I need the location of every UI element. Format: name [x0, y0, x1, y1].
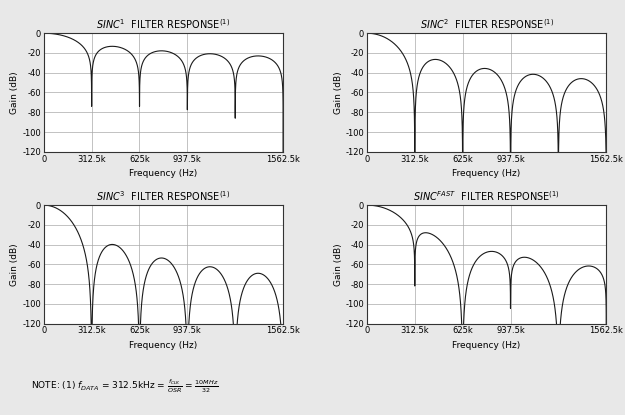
Title: $SINC^{FAST}$  FILTER RESPONSE$^{(1)}$: $SINC^{FAST}$ FILTER RESPONSE$^{(1)}$: [413, 189, 560, 203]
Title: $SINC^{1}$  FILTER RESPONSE$^{(1)}$: $SINC^{1}$ FILTER RESPONSE$^{(1)}$: [96, 17, 231, 31]
Y-axis label: Gain (dB): Gain (dB): [334, 71, 342, 114]
Y-axis label: Gain (dB): Gain (dB): [11, 71, 19, 114]
Y-axis label: Gain (dB): Gain (dB): [334, 243, 342, 286]
Title: $SINC^{2}$  FILTER RESPONSE$^{(1)}$: $SINC^{2}$ FILTER RESPONSE$^{(1)}$: [419, 17, 554, 31]
Text: NOTE: (1) $f_{DATA}$ = 312.5kHz = $\frac{f_{CLK}}{OSR}$ = $\frac{10MHz}{32}$: NOTE: (1) $f_{DATA}$ = 312.5kHz = $\frac…: [31, 378, 219, 395]
X-axis label: Frequency (Hz): Frequency (Hz): [452, 341, 521, 350]
X-axis label: Frequency (Hz): Frequency (Hz): [452, 169, 521, 178]
Y-axis label: Gain (dB): Gain (dB): [11, 243, 19, 286]
X-axis label: Frequency (Hz): Frequency (Hz): [129, 341, 198, 350]
X-axis label: Frequency (Hz): Frequency (Hz): [129, 169, 198, 178]
Title: $SINC^{3}$  FILTER RESPONSE$^{(1)}$: $SINC^{3}$ FILTER RESPONSE$^{(1)}$: [96, 189, 231, 203]
